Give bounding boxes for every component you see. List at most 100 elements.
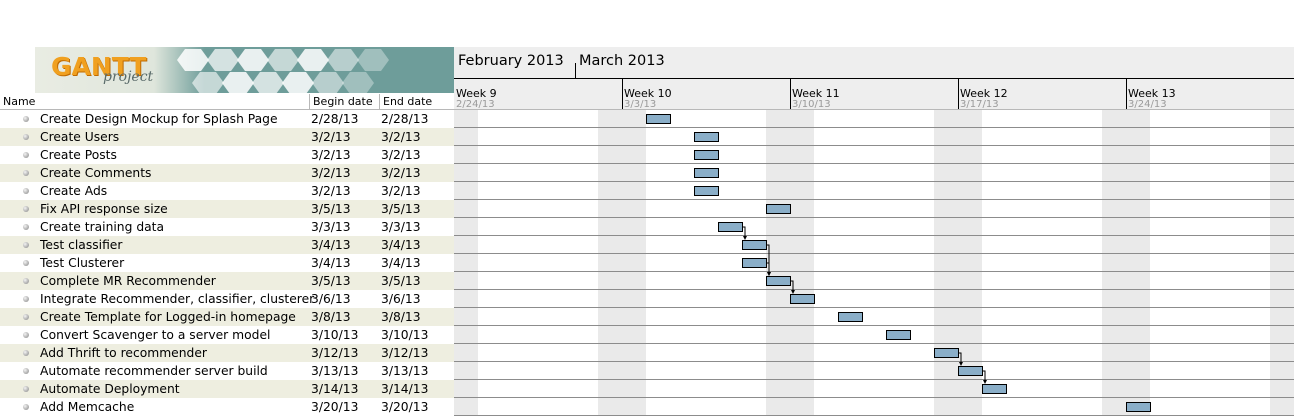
task-bullet-icon xyxy=(23,206,29,212)
timeline-header-background xyxy=(454,47,1294,78)
task-name: Create Comments xyxy=(40,166,152,180)
task-begin-date: 3/2/13 xyxy=(311,130,351,144)
task-bar[interactable] xyxy=(934,348,959,358)
task-row[interactable]: Create Comments 3/2/13 3/2/13 xyxy=(0,164,454,182)
task-end-date: 3/12/13 xyxy=(381,346,429,360)
task-bar[interactable] xyxy=(718,222,743,232)
task-bullet-icon xyxy=(23,350,29,356)
week-label: Week 9 xyxy=(456,87,497,100)
column-header-end-date[interactable]: End date xyxy=(379,94,453,109)
task-bar[interactable] xyxy=(838,312,863,322)
task-name: Create Template for Logged-in homepage xyxy=(40,310,296,324)
task-begin-date: 2/28/13 xyxy=(311,112,359,126)
task-row[interactable]: Integrate Recommender, classifier, clust… xyxy=(0,290,454,308)
task-name: Fix API response size xyxy=(40,202,168,216)
task-row[interactable]: Create Design Mockup for Splash Page 2/28… xyxy=(0,110,454,128)
week-divider xyxy=(1126,79,1127,109)
task-begin-date: 3/14/13 xyxy=(311,382,359,396)
task-row[interactable]: Automate Deployment 3/14/13 3/14/13 xyxy=(0,380,454,398)
task-end-date: 3/6/13 xyxy=(381,292,421,306)
task-row[interactable]: Convert Scavenger to a server model 3/10/… xyxy=(0,326,454,344)
row-gridline xyxy=(454,163,1294,164)
task-bar[interactable] xyxy=(742,258,767,268)
week-start-date: 3/17/13 xyxy=(960,99,999,110)
task-bar[interactable] xyxy=(694,132,719,142)
row-gridline xyxy=(454,361,1294,362)
gantt-chart-area[interactable] xyxy=(454,110,1294,416)
task-row[interactable]: Test classifier 3/4/13 3/4/13 xyxy=(0,236,454,254)
timeline-week-row: Week 9 2/24/13 Week 10 3/3/13 Week 11 3/… xyxy=(454,79,1294,110)
task-row[interactable]: Automate recommender server build 3/13/13… xyxy=(0,362,454,380)
week-start-date: 3/3/13 xyxy=(624,99,657,110)
task-bullet-icon xyxy=(23,116,29,122)
task-name: Automate recommender server build xyxy=(40,364,268,378)
task-begin-date: 3/10/13 xyxy=(311,328,359,342)
task-bullet-icon xyxy=(23,386,29,392)
hexagon-pattern-icon xyxy=(177,49,389,93)
task-row[interactable]: Test Clusterer 3/4/13 3/4/13 xyxy=(0,254,454,272)
task-end-date: 3/4/13 xyxy=(381,256,421,270)
task-bar[interactable] xyxy=(694,150,719,160)
weekend-shade xyxy=(1270,110,1294,416)
dependency-line xyxy=(767,262,770,275)
task-bar[interactable] xyxy=(742,240,767,250)
task-bar[interactable] xyxy=(766,276,791,286)
column-header-name[interactable]: Name xyxy=(3,95,36,108)
task-end-date: 3/10/13 xyxy=(381,328,429,342)
task-end-date: 3/20/13 xyxy=(381,400,429,414)
task-name: Integrate Recommender, classifier, clust… xyxy=(40,292,315,306)
task-row[interactable]: Create Users 3/2/13 3/2/13 xyxy=(0,128,454,146)
task-begin-date: 3/6/13 xyxy=(311,292,351,306)
task-bullet-icon xyxy=(23,188,29,194)
task-row[interactable]: Create Posts 3/2/13 3/2/13 xyxy=(0,146,454,164)
task-end-date: 3/2/13 xyxy=(381,130,421,144)
dependency-line xyxy=(791,280,794,293)
task-bar[interactable] xyxy=(982,384,1007,394)
week-label: Week 11 xyxy=(792,87,840,100)
timeline-month-row: February 2013 March 2013 xyxy=(454,47,1294,79)
task-name: Create Ads xyxy=(40,184,108,198)
task-end-date: 3/5/13 xyxy=(381,274,421,288)
task-name: Convert Scavenger to a server model xyxy=(40,328,271,342)
task-row[interactable]: Fix API response size 3/5/13 3/5/13 xyxy=(0,200,454,218)
task-begin-date: 3/20/13 xyxy=(311,400,359,414)
row-gridline xyxy=(454,235,1294,236)
week-start-date: 3/24/13 xyxy=(1128,99,1167,110)
task-bullet-icon xyxy=(23,152,29,158)
task-bullet-icon xyxy=(23,332,29,338)
week-divider xyxy=(790,79,791,109)
task-bar[interactable] xyxy=(694,168,719,178)
task-name: Create Users xyxy=(40,130,120,144)
task-row[interactable]: Create Template for Logged-in homepage 3/… xyxy=(0,308,454,326)
row-gridline xyxy=(454,199,1294,200)
week-start-date: 2/24/13 xyxy=(456,99,495,110)
task-name: Create Posts xyxy=(40,148,117,162)
task-bar[interactable] xyxy=(766,204,791,214)
task-bar[interactable] xyxy=(790,294,815,304)
task-bar[interactable] xyxy=(646,114,671,124)
task-bar[interactable] xyxy=(1126,402,1151,412)
task-begin-date: 3/3/13 xyxy=(311,220,351,234)
task-bar[interactable] xyxy=(886,330,911,340)
task-bullet-icon xyxy=(23,278,29,284)
task-row[interactable]: Add Memcache 3/20/13 3/20/13 xyxy=(0,398,454,416)
task-bar[interactable] xyxy=(958,366,983,376)
task-begin-date: 3/5/13 xyxy=(311,274,351,288)
task-end-date: 3/13/13 xyxy=(381,364,429,378)
task-row[interactable]: Create Ads 3/2/13 3/2/13 xyxy=(0,182,454,200)
task-name: Create training data xyxy=(40,220,165,234)
week-start-date: 3/10/13 xyxy=(792,99,831,110)
task-bar[interactable] xyxy=(694,186,719,196)
task-row[interactable]: Create training data 3/3/13 3/3/13 xyxy=(0,218,454,236)
month-label-march: March 2013 xyxy=(579,53,665,69)
arrow-head-icon xyxy=(767,272,771,276)
task-end-date: 3/2/13 xyxy=(381,148,421,162)
task-row[interactable]: Complete MR Recommender 3/5/13 3/5/13 xyxy=(0,272,454,290)
row-gridline xyxy=(454,397,1294,398)
column-header-begin-date[interactable]: Begin date xyxy=(309,94,379,109)
task-begin-date: 3/2/13 xyxy=(311,166,351,180)
task-row[interactable]: Add Thrift to recommender 3/12/13 3/12/13 xyxy=(0,344,454,362)
task-end-date: 2/28/13 xyxy=(381,112,429,126)
month-label-february: February 2013 xyxy=(458,53,564,69)
task-end-date: 3/2/13 xyxy=(381,166,421,180)
